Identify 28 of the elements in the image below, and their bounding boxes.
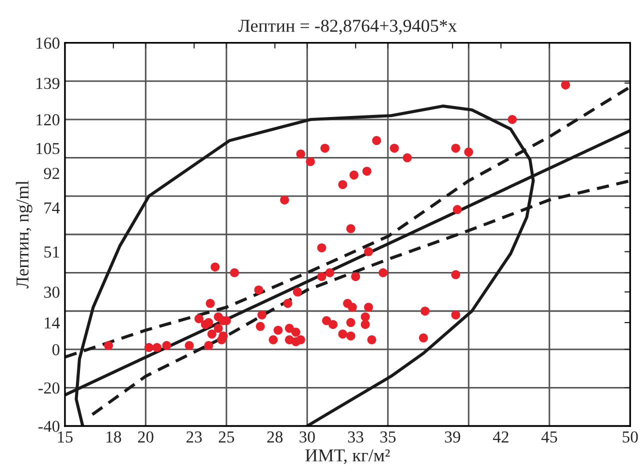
x-tick-label: 30 [300,431,315,443]
x-tick-label: 45 [541,431,558,443]
x-axis-title: ИМТ, кг/м² [305,449,390,464]
y-tick-label: 74 [44,202,60,214]
y-tick-label: 0 [52,344,60,356]
y-tick-label: 92 [44,168,60,180]
x-tick-label: 33 [348,431,364,443]
y-tick-label: -20 [38,382,60,394]
x-tick-label: 42 [492,431,508,442]
y-tick-label: 139 [36,78,60,90]
y-tick-label: 120 [36,114,60,126]
y-tick-label: 14 [44,317,60,328]
x-tick-label: 20 [138,431,154,443]
y-tick-label: 105 [36,142,60,154]
chart-title: Лептин = -82,8764+3,9405*x [238,20,457,35]
x-tick-label: 39 [444,431,460,443]
y-tick-label: 51 [44,246,60,258]
x-tick-label: 23 [186,431,202,443]
x-tick-label: 25 [218,431,234,443]
x-tick-label: 28 [267,431,283,443]
y-axis-title: Лептин, ng/ml [16,180,32,288]
y-tick-label: -40 [38,420,60,432]
y-tick-label: 160 [36,38,60,49]
x-tick-label: 18 [106,431,122,443]
x-tick-label: 15 [58,431,73,443]
y-tick-label: 30 [44,286,60,298]
x-tick-label: 35 [380,431,396,443]
x-tick-label: 50 [622,431,638,443]
